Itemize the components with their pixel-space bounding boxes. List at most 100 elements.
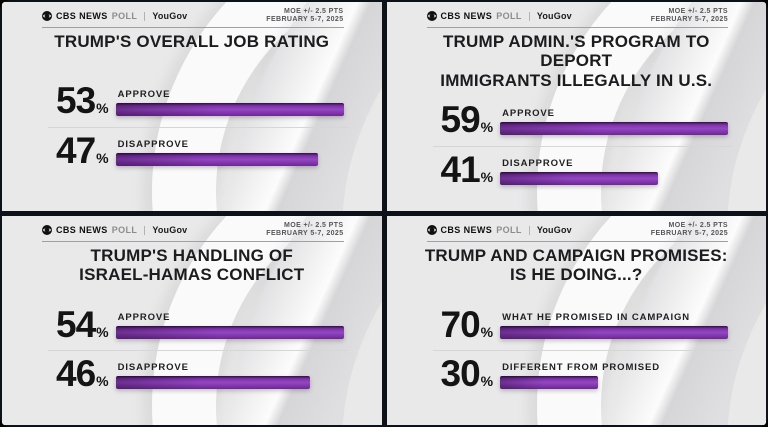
bar-label: WHAT HE PROMISED IN CAMPAIGN xyxy=(502,312,691,324)
cbs-eye-icon xyxy=(42,225,52,235)
row-divider xyxy=(48,126,348,128)
poll-panel: CBS NEWS POLL YouGov MOE +/- 2.5 PTS FEB… xyxy=(386,2,767,211)
percent-number: 54 xyxy=(56,303,96,345)
percent-sign: % xyxy=(96,99,109,116)
brand-yougov: YouGov xyxy=(536,11,572,21)
poll-date: FEBRUARY 5-7, 2025 xyxy=(266,230,344,237)
moe-text: MOE +/- 2.5 PTS xyxy=(284,222,344,229)
brand-cbs-news: CBS NEWS xyxy=(56,225,108,235)
poll-date: FEBRUARY 5-7, 2025 xyxy=(650,16,728,23)
poll-bar-row: 70% WHAT HE PROMISED IN CAMPAIGN xyxy=(441,306,733,343)
poll-bars: 70% WHAT HE PROMISED IN CAMPAIGN 30% DIF… xyxy=(387,285,767,425)
percent-number: 59 xyxy=(440,99,481,141)
brand-poll: POLL xyxy=(111,225,138,235)
brand-yougov: YouGov xyxy=(536,225,572,235)
percent-number: 53 xyxy=(56,79,96,121)
panel-header: CBS NEWS POLL YouGov MOE +/- 2.5 PTS FEB… xyxy=(2,2,382,24)
poll-date: FEBRUARY 5-7, 2025 xyxy=(266,16,344,23)
bar xyxy=(500,376,599,390)
bar-label: DISAPPROVE xyxy=(117,138,189,150)
poll-title: TRUMP'S HANDLING OF ISRAEL-HAMAS CONFLICT xyxy=(79,246,305,285)
bar-label: APPROVE xyxy=(117,88,171,100)
percent-number: 70 xyxy=(440,303,481,345)
brand-divider xyxy=(528,11,530,21)
bar-label: APPROVE xyxy=(502,108,555,120)
poll-bar-row: 47% DISAPPROVE xyxy=(56,132,348,169)
poll-meta: MOE +/- 2.5 PTS FEBRUARY 5-7, 2025 xyxy=(266,222,343,238)
percent-value: 47% xyxy=(56,132,109,169)
percent-number: 41 xyxy=(440,149,481,191)
header-rule xyxy=(426,241,728,242)
panel-header: CBS NEWS POLL YouGov MOE +/- 2.5 PTS FEB… xyxy=(387,2,767,24)
percent-sign: % xyxy=(480,373,494,390)
bar-label: DIFFERENT FROM PROMISED xyxy=(502,362,661,374)
poll-bar-row: 30% DIFFERENT FROM PROMISED xyxy=(441,355,733,392)
row-divider xyxy=(432,350,732,352)
poll-bar-row: 54% APPROVE xyxy=(56,306,348,343)
cbs-eye-icon xyxy=(42,11,52,21)
bar xyxy=(115,152,318,166)
bar xyxy=(500,171,659,185)
poll-bar-row: 53% APPROVE xyxy=(56,82,348,119)
poll-date: FEBRUARY 5-7, 2025 xyxy=(650,230,728,237)
moe-text: MOE +/- 2.5 PTS xyxy=(668,8,728,15)
percent-sign: % xyxy=(96,373,109,390)
brand-cbs-news: CBS NEWS xyxy=(440,11,493,21)
brand-yougov: YouGov xyxy=(152,11,188,21)
header-rule xyxy=(42,241,344,242)
row-divider xyxy=(48,350,348,352)
percent-sign: % xyxy=(96,149,109,166)
poll-bar-row: 59% APPROVE xyxy=(441,101,733,138)
header-rule xyxy=(42,27,344,28)
percent-value: 54% xyxy=(56,306,109,343)
bar-label: APPROVE xyxy=(117,312,171,324)
poll-bar-row: 46% DISAPPROVE xyxy=(56,355,348,392)
percent-value: 70% xyxy=(441,306,494,343)
panel-header: CBS NEWS POLL YouGov MOE +/- 2.5 PTS FEB… xyxy=(2,216,382,238)
poll-title: TRUMP'S OVERALL JOB RATING xyxy=(54,32,330,51)
row-divider xyxy=(432,146,732,148)
poll-bar-row: 41% DISAPPROVE xyxy=(441,151,733,188)
percent-sign: % xyxy=(480,169,494,186)
poll-meta: MOE +/- 2.5 PTS FEBRUARY 5-7, 2025 xyxy=(651,222,728,238)
cbs-eye-icon xyxy=(426,225,437,235)
percent-sign: % xyxy=(96,323,109,340)
percent-value: 53% xyxy=(56,82,109,119)
percent-value: 46% xyxy=(56,355,109,392)
percent-value: 41% xyxy=(441,151,494,188)
poll-meta: MOE +/- 2.5 PTS FEBRUARY 5-7, 2025 xyxy=(266,8,343,24)
brand-divider xyxy=(528,225,530,235)
bar-label: DISAPPROVE xyxy=(502,157,574,169)
poll-meta: MOE +/- 2.5 PTS FEBRUARY 5-7, 2025 xyxy=(651,8,728,24)
bar xyxy=(115,326,344,340)
poll-panel: CBS NEWS POLL YouGov MOE +/- 2.5 PTS FEB… xyxy=(2,216,382,425)
poll-title: TRUMP ADMIN.'S PROGRAM TO DEPORT IMMIGRAN… xyxy=(440,32,713,90)
header-rule xyxy=(426,27,728,28)
percent-number: 46 xyxy=(56,353,96,395)
percent-sign: % xyxy=(480,323,494,340)
panel-header: CBS NEWS POLL YouGov MOE +/- 2.5 PTS FEB… xyxy=(387,216,767,238)
poll-title: TRUMP AND CAMPAIGN PROMISES: IS HE DOING.… xyxy=(424,246,728,285)
brand-cbs-news: CBS NEWS xyxy=(56,11,108,21)
bar xyxy=(115,376,310,390)
poll-bars: 53% APPROVE 47% DISAPPROVE xyxy=(2,51,382,211)
brand-poll: POLL xyxy=(111,11,138,21)
moe-text: MOE +/- 2.5 PTS xyxy=(284,8,344,15)
percent-number: 30 xyxy=(440,353,481,395)
moe-text: MOE +/- 2.5 PTS xyxy=(668,222,728,229)
percent-value: 30% xyxy=(441,355,494,392)
cbs-news-poll-logo: CBS NEWS POLL YouGov xyxy=(42,222,187,235)
percent-sign: % xyxy=(480,119,494,136)
brand-divider xyxy=(144,11,146,21)
percent-value: 59% xyxy=(441,101,494,138)
cbs-news-poll-logo: CBS NEWS POLL YouGov xyxy=(426,222,572,235)
brand-poll: POLL xyxy=(496,11,522,21)
bar xyxy=(500,122,729,136)
poll-panel: CBS NEWS POLL YouGov MOE +/- 2.5 PTS FEB… xyxy=(386,216,767,425)
poll-panel: CBS NEWS POLL YouGov MOE +/- 2.5 PTS FEB… xyxy=(2,2,382,211)
cbs-eye-icon xyxy=(426,11,437,21)
bar-label: DISAPPROVE xyxy=(117,362,189,374)
cbs-news-poll-logo: CBS NEWS POLL YouGov xyxy=(42,8,187,21)
bar xyxy=(115,102,344,116)
